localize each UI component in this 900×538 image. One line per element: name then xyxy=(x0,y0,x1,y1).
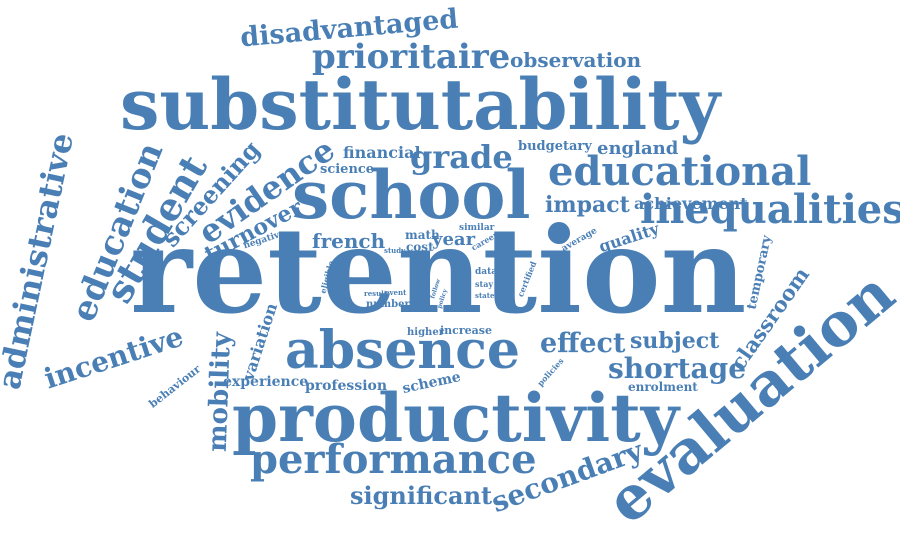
word-impact: impact xyxy=(545,192,630,218)
word-prioritaire: prioritaire xyxy=(312,37,511,77)
word-enrolment: enrolment xyxy=(628,380,698,394)
word-increase: increase xyxy=(440,324,492,337)
word-year: year xyxy=(432,229,476,250)
word-stay: stay xyxy=(475,279,494,289)
word-math: math xyxy=(405,228,440,242)
word-french: french xyxy=(312,229,386,253)
word-productivity: productivity xyxy=(232,379,680,457)
word-achievement: achievement xyxy=(634,194,748,213)
word-england: england xyxy=(597,138,679,159)
word-number: number xyxy=(366,299,410,310)
word-substitutability: substitutability xyxy=(120,63,721,146)
word-study: study xyxy=(384,246,406,255)
word-profession: profession xyxy=(305,378,388,394)
word-shortage: shortage xyxy=(608,352,747,385)
word-result: result xyxy=(364,289,388,298)
word-higher: higher xyxy=(407,327,444,338)
word-effect: effect xyxy=(540,328,626,359)
word-observation: observation xyxy=(510,48,642,72)
word-behaviour: behaviour xyxy=(146,362,203,411)
word-mobility: mobility xyxy=(202,331,237,453)
word-school: school xyxy=(292,156,531,234)
word-grade: grade xyxy=(410,138,513,176)
word-subject: subject xyxy=(630,328,720,354)
word-incentive: incentive xyxy=(40,319,188,396)
word-state: state xyxy=(475,291,495,300)
word-cost: cost xyxy=(406,240,434,254)
word-budgetary: budgetary xyxy=(518,139,592,154)
word-cloud: retention substitutability school produc… xyxy=(0,4,900,538)
word-administrative: administrative xyxy=(0,129,82,393)
word-retention: retention xyxy=(130,201,747,340)
word-science: science xyxy=(320,162,375,177)
word-data: data xyxy=(475,267,498,277)
word-event: event xyxy=(385,288,407,297)
word-performance: performance xyxy=(250,436,537,483)
word-educational: educational xyxy=(548,148,812,195)
word-inequalities: inequalities xyxy=(640,186,900,233)
word-absence: absence xyxy=(285,320,520,381)
word-significant: significant xyxy=(350,481,493,510)
word-similar: similar xyxy=(459,223,495,233)
word-financial: financial xyxy=(343,143,421,162)
word-experience: experience xyxy=(223,374,309,390)
